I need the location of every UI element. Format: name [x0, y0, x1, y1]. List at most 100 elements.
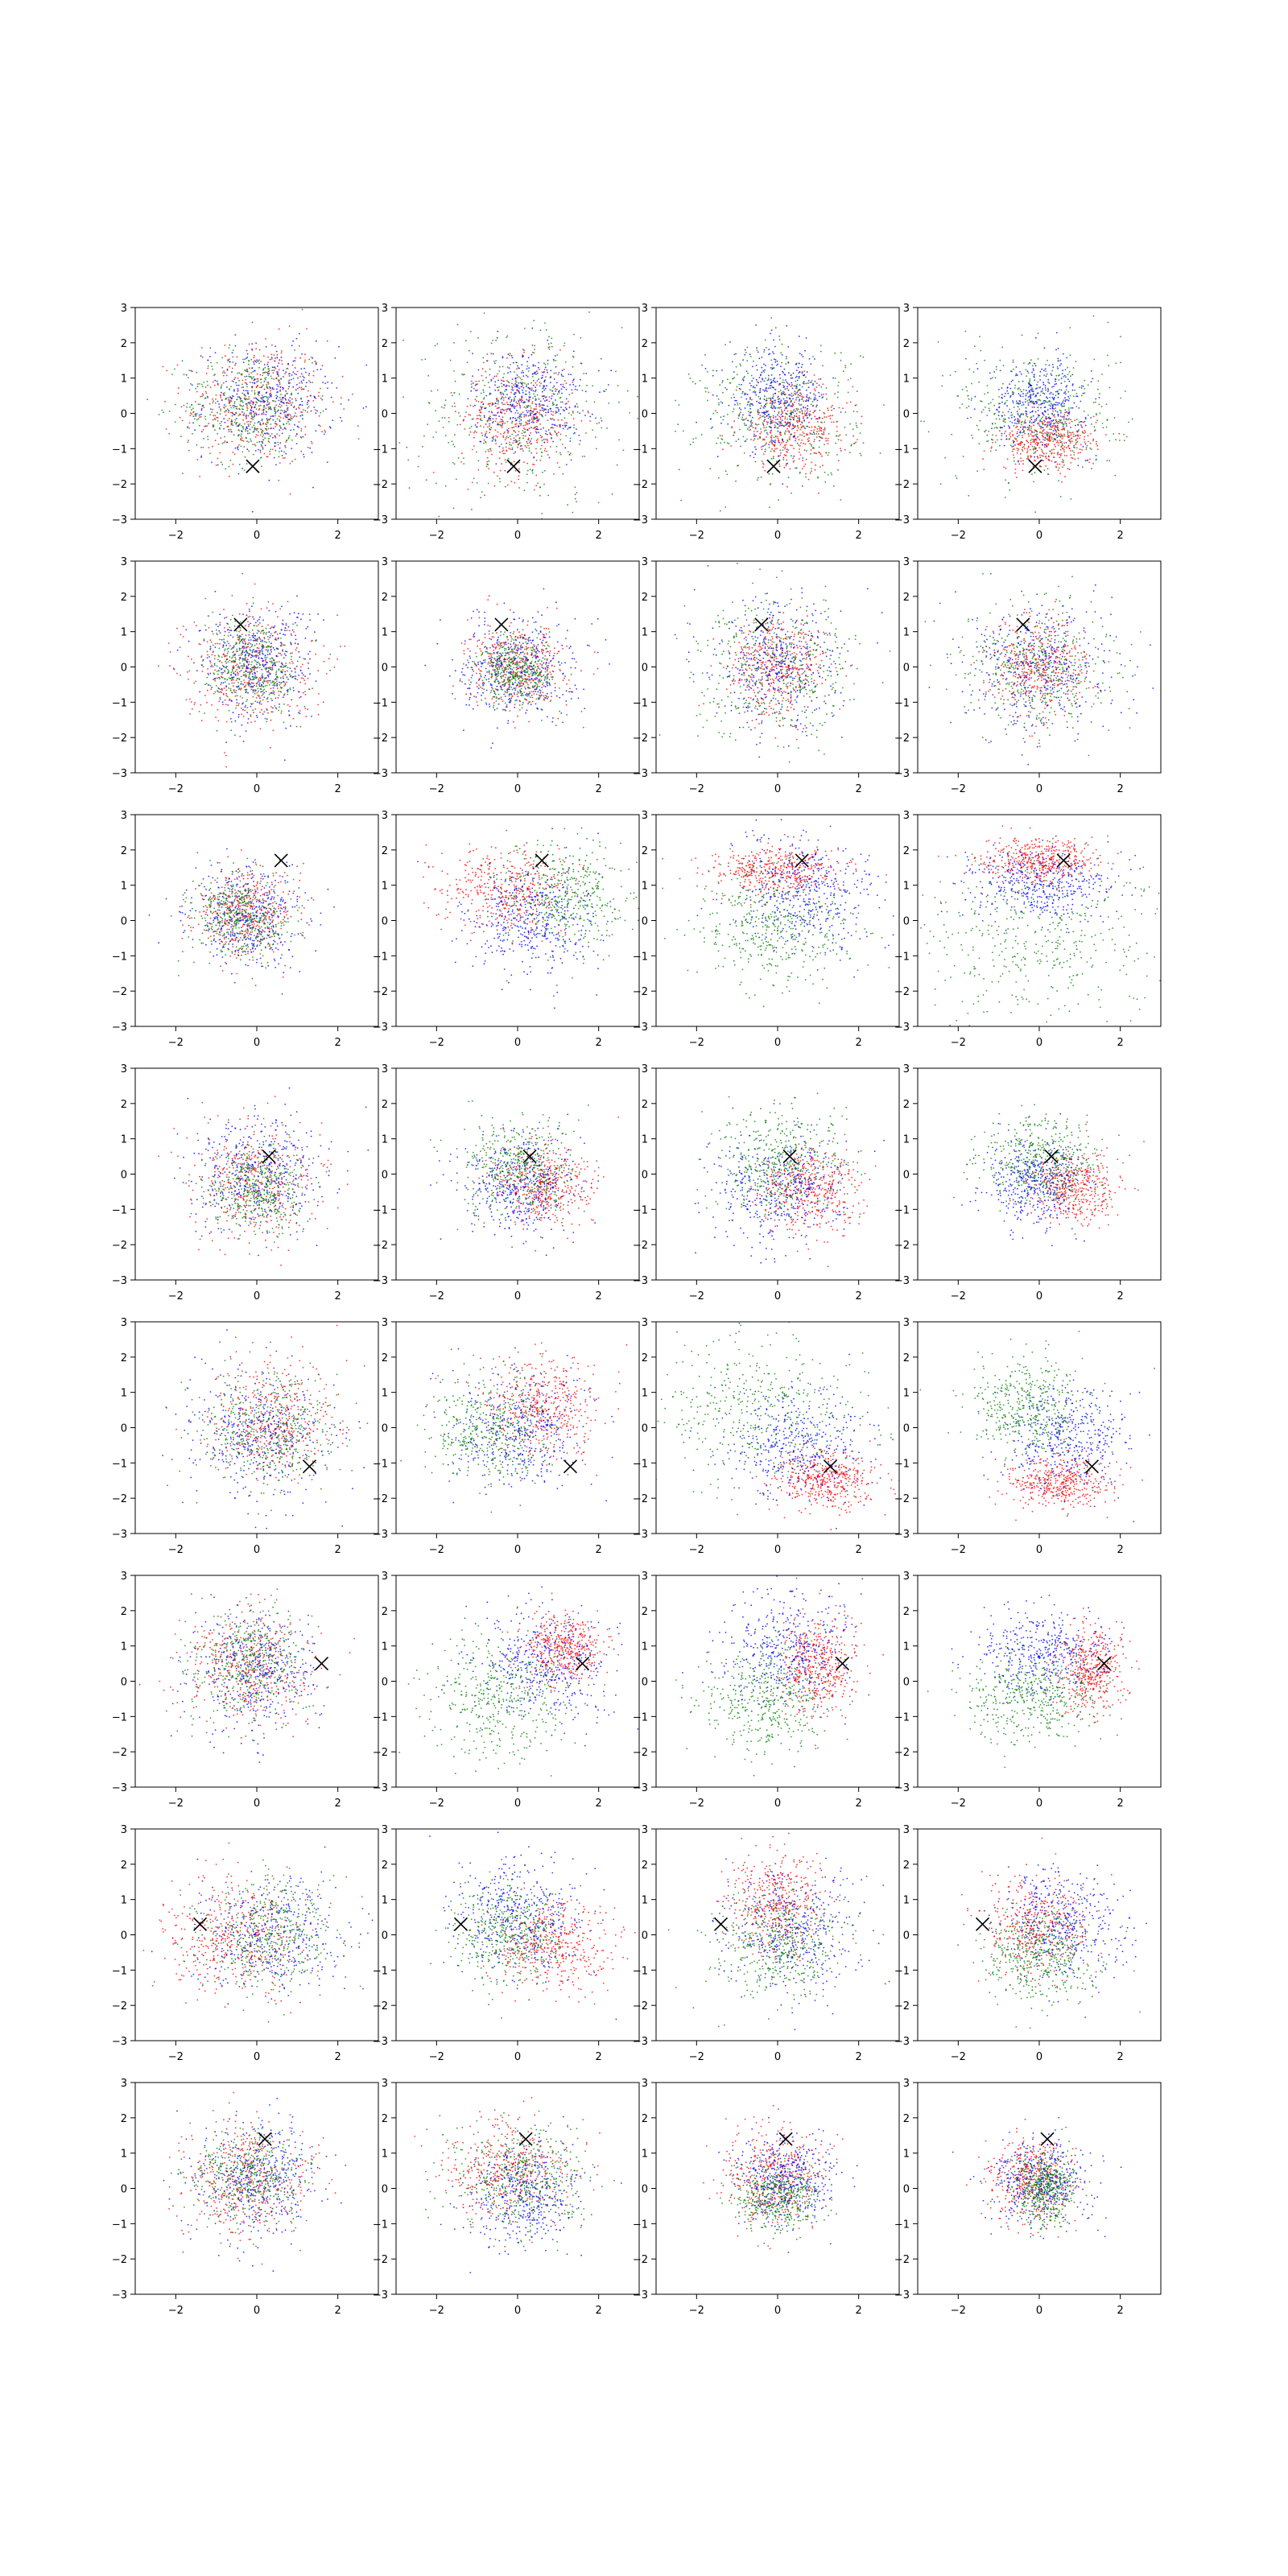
scatter-point: [810, 452, 811, 455]
scatter-point: [1046, 445, 1048, 448]
scatter-point: [256, 359, 258, 361]
scatter-point: [242, 408, 243, 410]
scatter-point: [509, 354, 511, 357]
scatter-point: [262, 436, 264, 438]
scatter-point: [475, 426, 477, 428]
scatter-point: [465, 411, 467, 413]
scatter-point: [718, 404, 720, 406]
scatter-point: [539, 423, 541, 425]
scatter-point: [569, 440, 572, 442]
scatter-point: [518, 367, 520, 369]
scatter-point: [546, 450, 548, 452]
scatter-point: [1075, 439, 1077, 441]
scatter-point: [1053, 398, 1055, 401]
scatter-point: [266, 456, 269, 458]
scatter-point: [810, 403, 812, 406]
scatter-point: [257, 427, 259, 430]
scatter-point: [1123, 433, 1125, 436]
scatter-point: [569, 426, 572, 428]
scatter-point: [567, 504, 568, 506]
scatter-point: [236, 418, 237, 419]
scatter-point: [574, 388, 576, 390]
scatter-point: [801, 372, 803, 374]
scatter-point: [771, 407, 774, 410]
scatter-point: [1039, 425, 1041, 427]
scatter-point: [1040, 407, 1042, 409]
scatter-point: [786, 439, 789, 441]
scatter-point: [266, 419, 268, 422]
scatter-point: [246, 430, 249, 432]
scatter-point: [1013, 392, 1015, 394]
scatter-point: [406, 446, 408, 448]
scatter-point: [491, 404, 493, 406]
scatter-point: [1050, 422, 1052, 424]
scatter-point: [505, 386, 506, 387]
scatter-point: [1073, 402, 1075, 404]
scatter-point: [735, 365, 737, 368]
scatter-point: [749, 415, 751, 417]
scatter-point: [530, 419, 533, 420]
scatter-point: [780, 409, 782, 411]
scatter-point: [760, 431, 762, 433]
scatter-point: [565, 464, 568, 465]
scatter-point: [194, 401, 196, 402]
scatter-point: [528, 420, 530, 423]
scatter-point: [244, 369, 246, 371]
scatter-point: [233, 421, 236, 423]
scatter-point: [552, 414, 554, 416]
scatter-point: [214, 379, 217, 382]
scatter-point: [549, 389, 551, 391]
scatter-point: [716, 395, 718, 397]
scatter-point: [1042, 429, 1044, 431]
scatter-point: [299, 357, 301, 359]
scatter-point: [489, 431, 491, 434]
scatter-point: [1065, 442, 1067, 444]
scatter-point: [480, 425, 481, 427]
scatter-point: [506, 336, 508, 338]
scatter-point: [505, 409, 507, 411]
scatter-point: [828, 433, 830, 435]
scatter-point: [250, 412, 253, 414]
scatter-point: [771, 419, 774, 422]
scatter-point: [765, 411, 767, 414]
scatter-point: [523, 427, 525, 429]
scatter-point: [213, 424, 214, 426]
scatter-point: [811, 445, 813, 447]
scatter-point: [1027, 433, 1030, 435]
scatter-point: [1063, 402, 1065, 405]
scatter-point: [1013, 387, 1016, 389]
scatter-point: [251, 415, 253, 418]
scatter-point: [315, 430, 317, 432]
scatter-point: [1072, 433, 1075, 436]
scatter-point: [763, 430, 766, 431]
scatter-point: [1055, 420, 1058, 423]
scatter-point: [535, 431, 538, 434]
scatter-point: [1022, 428, 1024, 431]
scatter-point: [1017, 421, 1019, 423]
scatter-point: [267, 356, 269, 358]
scatter-point: [1038, 375, 1041, 377]
scatter-point: [266, 386, 268, 387]
scatter-point: [559, 439, 562, 441]
scatter-point: [587, 411, 589, 412]
scatter-point: [588, 311, 590, 313]
scatter-point: [819, 466, 821, 468]
scatter-point: [811, 470, 812, 473]
scatter-point: [1054, 444, 1055, 446]
scatter-point: [585, 432, 587, 434]
scatter-point: [285, 423, 287, 425]
scatter-point: [304, 426, 307, 428]
scatter-point: [279, 462, 281, 464]
scatter-point: [1042, 423, 1044, 426]
scatter-point: [996, 427, 997, 428]
scatter-point: [766, 433, 769, 436]
scatter-point: [1063, 448, 1065, 451]
scatter-point: [279, 386, 282, 388]
scatter-point: [1063, 429, 1066, 431]
scatter-point: [737, 417, 740, 419]
scatter-point: [516, 405, 518, 407]
scatter-point: [757, 477, 759, 479]
scatter-point: [242, 386, 245, 388]
scatter-point: [1031, 371, 1033, 374]
scatter-point: [544, 396, 547, 398]
